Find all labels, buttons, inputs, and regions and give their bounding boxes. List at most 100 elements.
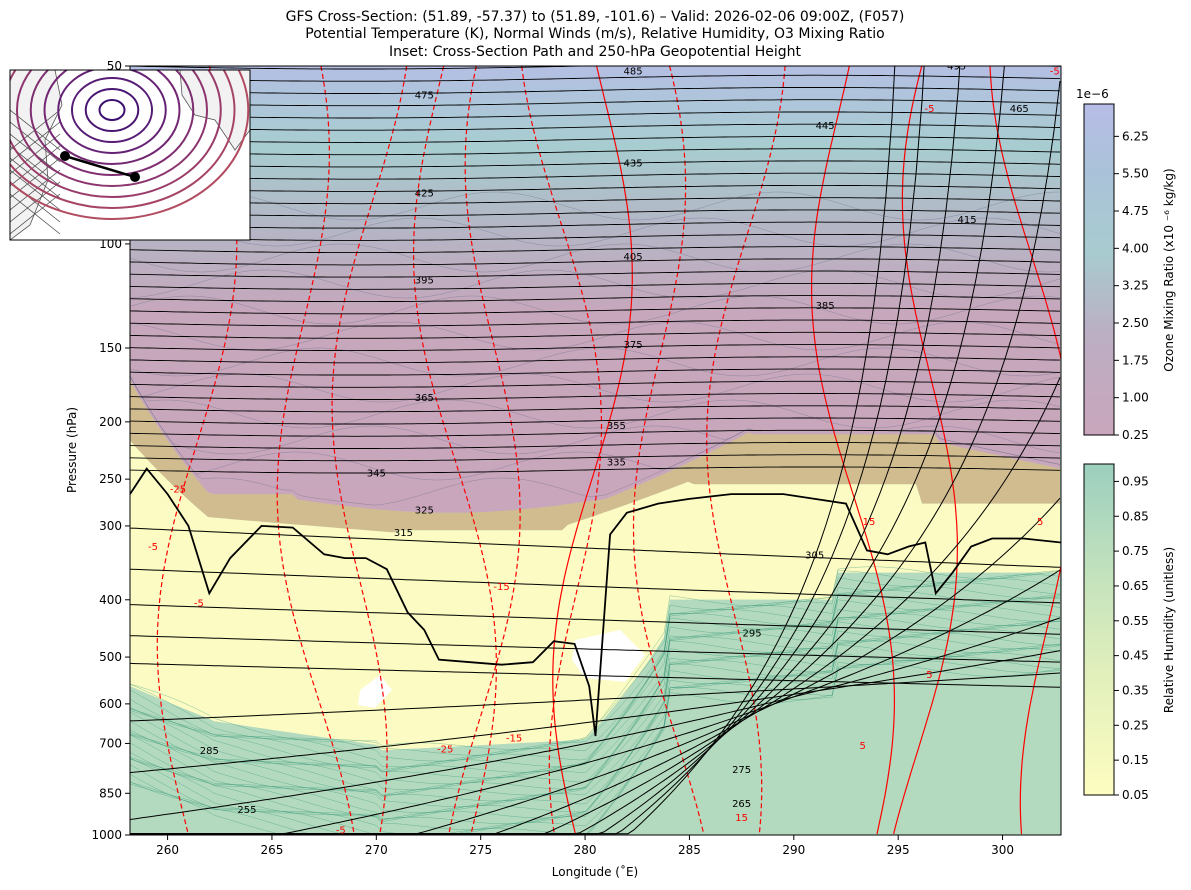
theta-contour-465 xyxy=(130,136,1061,143)
y-tick-label: 850 xyxy=(99,786,122,800)
x-tick-label: 260 xyxy=(156,843,179,857)
theta-contour-450 xyxy=(130,172,1061,180)
y-tick-label: 700 xyxy=(99,736,122,750)
theta-label: 315 xyxy=(394,528,413,539)
ozone-contour xyxy=(130,375,1061,455)
y-tick-label: 600 xyxy=(99,697,122,711)
theta-contour-435 xyxy=(130,209,1061,217)
ozone-contour xyxy=(130,191,1061,221)
wind-label: -5 xyxy=(924,104,934,115)
inset-frame xyxy=(9,69,251,241)
inset-contour xyxy=(84,88,140,132)
colorbar-tick-label: 3.25 xyxy=(1122,279,1149,293)
wind-contour xyxy=(632,66,705,835)
theta-label: 335 xyxy=(607,458,626,469)
rh-minimum-patch xyxy=(572,630,645,682)
ozone-contour xyxy=(130,375,1061,429)
x-tick-label: 295 xyxy=(887,843,910,857)
theta-contour-490 xyxy=(130,74,1061,82)
theta-contour-340 xyxy=(130,442,1061,449)
wind-label: 15 xyxy=(735,813,748,824)
wind-label: -5 xyxy=(148,542,158,553)
theta-label: 465 xyxy=(1010,104,1029,115)
theta-contour-335 xyxy=(130,454,1061,462)
y-tick-label: 150 xyxy=(99,341,122,355)
theta-contour-415 xyxy=(130,258,1061,266)
wind-label: -25 xyxy=(170,485,186,496)
rh-contour xyxy=(130,652,1061,835)
moist-region xyxy=(130,572,1061,835)
theta-contour-375 xyxy=(130,356,1061,364)
theta-contour-310 xyxy=(130,635,1061,663)
theta-contour-405 xyxy=(130,282,1061,290)
theta-label: 385 xyxy=(816,301,835,312)
inset-height-contours xyxy=(10,70,250,220)
ozone-contour xyxy=(130,373,1061,403)
theta-contour-285 xyxy=(130,569,1061,835)
inset-contour xyxy=(57,70,167,154)
theta-contour-430 xyxy=(130,221,1061,229)
theta-contour-345 xyxy=(130,429,1061,437)
ozone-contour xyxy=(130,269,1061,299)
theta-label: 395 xyxy=(415,275,434,286)
theta-contour-455 xyxy=(130,160,1061,168)
wind-contour xyxy=(413,66,498,835)
theta-label: 425 xyxy=(415,188,434,199)
theta-label: 475 xyxy=(415,91,434,102)
theta-contour-315 xyxy=(130,604,1061,635)
y-tick-label: 200 xyxy=(99,415,122,429)
theta-label: 495 xyxy=(947,62,966,73)
ozone-field xyxy=(130,66,1061,513)
inset-path-end xyxy=(130,172,140,182)
theta-contour-485 xyxy=(130,87,1061,94)
wind-label: 15 xyxy=(863,517,876,528)
wind-label: -15 xyxy=(506,733,522,744)
colorbar-tick-label: 0.95 xyxy=(1122,474,1149,488)
x-axis: 260 265 270 275 280 285 290 295 300 xyxy=(156,835,1014,857)
rh-contour xyxy=(130,644,1061,830)
inset-contour xyxy=(71,77,153,143)
wind-contour xyxy=(893,66,959,835)
theta-contour-460 xyxy=(130,148,1061,156)
rh-contour xyxy=(130,597,1061,785)
x-tick-label: 270 xyxy=(365,843,388,857)
theta-label: 405 xyxy=(624,252,643,263)
theta-contour-420 xyxy=(130,246,1061,254)
y-tick-label: 500 xyxy=(99,650,122,664)
inset-hatch-line xyxy=(10,193,61,235)
wind-label: -15 xyxy=(493,582,509,593)
colorbar-tick-label: 0.15 xyxy=(1122,753,1149,767)
chart-subtitle: Potential Temperature (K), Normal Winds … xyxy=(305,26,884,42)
theta-contour-425 xyxy=(130,233,1061,241)
colorbar-tick-label: 0.25 xyxy=(1122,718,1149,732)
rh-colorbar-ticks: 0.05 0.15 0.25 0.35 0.45 0.55 0.65 0.75 0.85 0.95 xyxy=(1114,474,1149,802)
theta-contour-320 xyxy=(130,568,1061,604)
theta-label: 435 xyxy=(624,159,643,170)
rh-minimum-patch-2 xyxy=(358,675,392,708)
theta-contour-370 xyxy=(130,368,1061,376)
y-tick-label: 400 xyxy=(99,593,122,607)
inset-hatch-line xyxy=(10,121,61,163)
wind-contour xyxy=(448,66,521,835)
rh-contour xyxy=(130,589,1061,773)
wind-contour xyxy=(276,66,355,835)
chart-title: GFS Cross-Section: (51.89, -57.37) to (5… xyxy=(286,9,905,25)
colorbar-tick-label: 0.25 xyxy=(1122,428,1149,442)
theta-contour-325 xyxy=(130,527,1061,568)
theta-contour-475 xyxy=(130,111,1061,119)
plot-frame xyxy=(129,65,1062,836)
colorbar-tick-label: 0.05 xyxy=(1122,788,1149,802)
theta-contour-295 xyxy=(130,650,1061,774)
ozone-colorbar-gradient xyxy=(1083,103,1115,436)
x-axis-label: Longitude (˚E) xyxy=(552,864,638,879)
wind-contour xyxy=(706,66,786,835)
colorbar-tick-label: 1.00 xyxy=(1122,391,1149,405)
theta-label: 295 xyxy=(743,628,762,639)
theta-label: 265 xyxy=(732,799,751,810)
x-tick-label: 300 xyxy=(991,843,1014,857)
ozone-colorbar-label: Ozone Mixing Ratio (x10 ⁻⁶ kg/kg) xyxy=(1162,168,1176,371)
rh-contour xyxy=(130,613,1061,796)
colorbar-tick-label: 2.50 xyxy=(1122,316,1149,330)
